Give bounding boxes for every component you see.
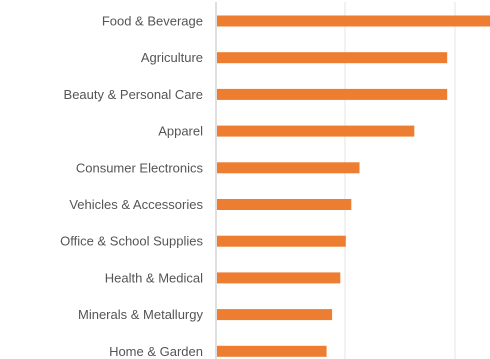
category-label: Apparel (158, 124, 203, 139)
category-label: Beauty & Personal Care (64, 87, 203, 102)
bar (217, 309, 333, 321)
category-label: Consumer Electronics (76, 160, 204, 175)
bar (217, 235, 346, 247)
bar (217, 345, 327, 357)
category-label: Food & Beverage (102, 14, 203, 29)
bar (217, 15, 490, 27)
bar (217, 88, 448, 100)
bars (217, 15, 490, 357)
category-label: Health & Medical (105, 270, 203, 285)
bar (217, 272, 341, 284)
bar (217, 199, 352, 210)
category-label: Agriculture (141, 50, 203, 65)
bar (217, 162, 360, 174)
category-label: Vehicles & Accessories (69, 197, 203, 212)
bar (217, 125, 415, 137)
category-label: Office & School Supplies (60, 234, 203, 249)
category-label: Home & Garden (109, 344, 203, 359)
bar (217, 52, 448, 64)
category-label: Minerals & Metallurgy (78, 307, 203, 322)
category-labels: Food & Beverage Agriculture Beauty & Perso… (60, 14, 203, 359)
